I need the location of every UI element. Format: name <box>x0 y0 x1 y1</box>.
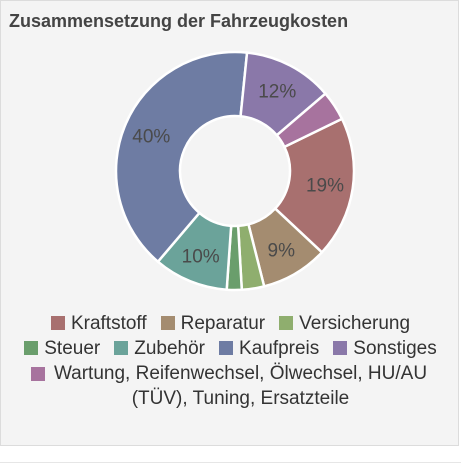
legend-label: Reparatur <box>180 313 266 334</box>
chart-title: Zusammensetzung der Fahrzeugkosten <box>9 11 349 31</box>
legend-label: Kraftstoff <box>70 313 147 334</box>
legend-swatch <box>333 341 348 355</box>
legend-item-versicherung[interactable]: Versicherung <box>279 311 410 336</box>
chart-card: Zusammensetzung der Fahrzeugkosten 19% 9%… <box>0 0 459 446</box>
divider <box>0 462 461 463</box>
legend-swatch <box>219 341 234 355</box>
legend-item-kaufpreis[interactable]: Kaufpreis <box>219 336 319 361</box>
legend-swatch <box>114 341 129 355</box>
slice-wartung <box>275 91 344 149</box>
legend-label: Steuer <box>44 338 101 359</box>
legend-item-kraftstoff[interactable]: Kraftstoff <box>50 311 147 336</box>
legend-label: Sonstiges <box>353 338 437 359</box>
data-label-reparatur: 9% <box>268 240 296 261</box>
legend-swatch <box>30 367 45 381</box>
legend-label: Kaufpreis <box>239 338 320 359</box>
legend-label: Versicherung <box>299 313 411 334</box>
slice-kraftstoff <box>273 117 356 255</box>
legend-item-steuer[interactable]: Steuer <box>24 336 100 361</box>
data-label-kraftstoff: 19% <box>306 176 344 197</box>
legend-item-sonstiges[interactable]: Sonstiges <box>333 336 437 361</box>
data-label-zubeh-r: 10% <box>182 246 220 267</box>
legend-label: Wartung, Reifenwechsel, Ölwechsel, HU/AU… <box>53 363 428 409</box>
legend-label: Zubehör <box>134 338 206 359</box>
chart-legend: Kraftstoff Reparatur Versicherung Steuer Zub… <box>9 311 452 411</box>
legend-item-zubeh-r[interactable]: Zubehör <box>114 336 205 361</box>
legend-swatch <box>24 341 39 355</box>
slice-kaufpreis <box>114 50 249 264</box>
legend-item-wartung[interactable]: Wartung, Reifenwechsel, Ölwechsel, HU/AU… <box>30 361 431 411</box>
donut-chart: 19% 9% 10% 40% 12% <box>114 50 356 292</box>
data-label-kaufpreis: 40% <box>132 126 170 147</box>
legend-item-reparatur[interactable]: Reparatur <box>160 311 266 336</box>
legend-swatch <box>160 316 175 330</box>
data-label-sonstiges: 12% <box>258 81 296 102</box>
legend-swatch <box>50 316 65 330</box>
legend-swatch <box>279 316 294 330</box>
